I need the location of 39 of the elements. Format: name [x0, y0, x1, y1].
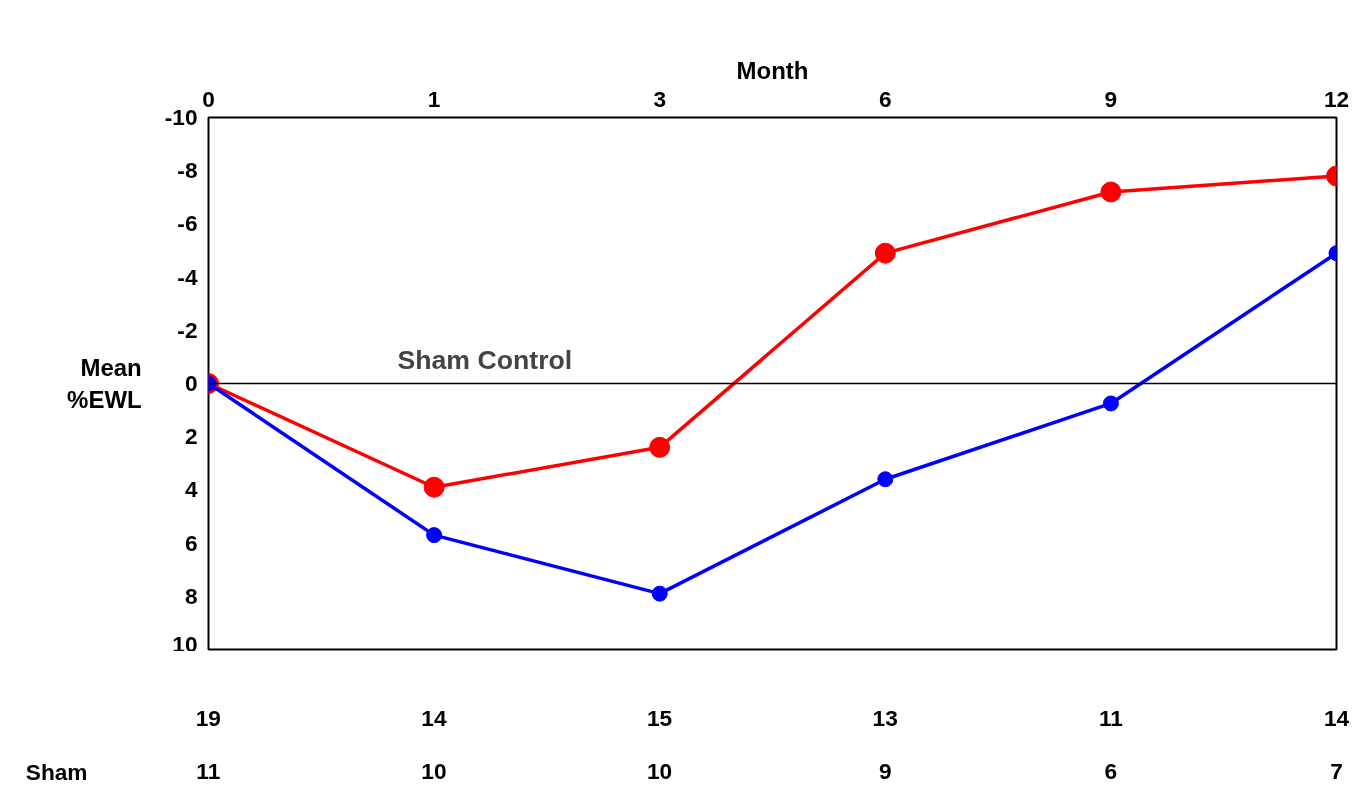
- point: [877, 471, 894, 488]
- text: 14: [421, 705, 447, 731]
- text: 11: [1098, 705, 1123, 731]
- y-axis-title: Mean %EWL: [67, 353, 142, 414]
- point: [426, 527, 443, 544]
- text: Sham Control: [397, 344, 573, 375]
- x-axis-title: Month: [736, 56, 809, 84]
- y-tick-label: -2: [177, 316, 198, 343]
- y-tick-label: -4: [177, 263, 198, 290]
- text: 6: [1104, 758, 1118, 784]
- text: 19: [195, 705, 221, 731]
- y-tick-label: 6: [184, 529, 198, 556]
- point: [649, 436, 671, 458]
- point: [874, 242, 896, 264]
- y-tick-label: -8: [177, 157, 198, 184]
- text: 15: [646, 705, 673, 731]
- text: 10: [646, 758, 673, 784]
- point: [1102, 395, 1119, 412]
- text: 9: [878, 758, 892, 784]
- x-tick-label: 6: [879, 85, 892, 112]
- y-tick-label: 8: [184, 582, 198, 609]
- x-tick-label: 12: [1323, 85, 1350, 112]
- y-tick-label: 4: [184, 476, 198, 503]
- point: [651, 585, 668, 602]
- x-tick-label: 1: [427, 85, 441, 112]
- x-tick-label: 9: [1104, 85, 1118, 112]
- text: 13: [872, 705, 898, 731]
- x-tick-label: 3: [653, 85, 667, 112]
- y-tick-label: 10: [172, 630, 198, 657]
- y-tick-label: -10: [164, 104, 198, 130]
- text: 14: [1323, 705, 1350, 731]
- text: Sham: [25, 758, 88, 785]
- text: 10: [421, 758, 447, 784]
- text: 11: [196, 758, 221, 784]
- y-tick-label: 0: [184, 370, 198, 396]
- y-tick-label: 2: [184, 423, 198, 450]
- x-tick-label: 0: [202, 85, 215, 112]
- text: 7: [1330, 758, 1343, 784]
- y-tick-label: -6: [177, 210, 198, 237]
